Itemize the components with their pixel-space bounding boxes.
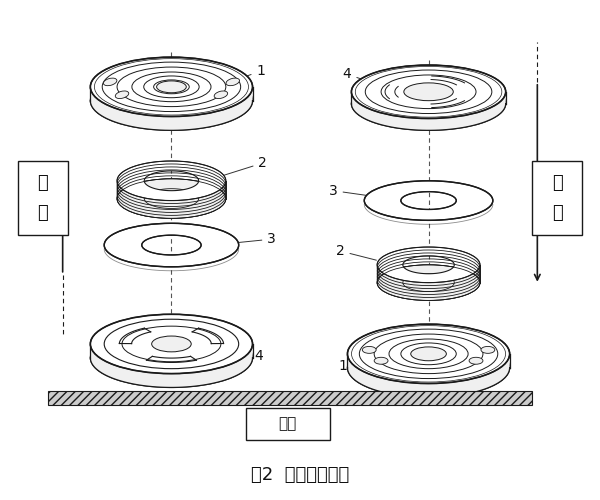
Ellipse shape: [91, 328, 253, 388]
Ellipse shape: [347, 338, 509, 398]
Ellipse shape: [152, 336, 191, 352]
Ellipse shape: [374, 358, 388, 364]
Ellipse shape: [115, 91, 129, 98]
PathPatch shape: [377, 247, 480, 282]
PathPatch shape: [117, 161, 226, 200]
Ellipse shape: [481, 346, 495, 354]
Text: 进
气: 进 气: [552, 174, 562, 222]
Text: 1: 1: [338, 358, 362, 372]
Ellipse shape: [377, 265, 480, 300]
Ellipse shape: [352, 65, 506, 118]
Ellipse shape: [91, 314, 253, 374]
Bar: [245, 408, 329, 440]
Bar: [48, 392, 532, 406]
PathPatch shape: [377, 247, 480, 282]
Ellipse shape: [411, 347, 446, 361]
PathPatch shape: [91, 57, 253, 130]
Ellipse shape: [404, 83, 453, 100]
PathPatch shape: [104, 224, 239, 267]
Text: 图2  进出气原理图: 图2 进出气原理图: [251, 466, 349, 484]
Text: 3: 3: [329, 184, 373, 198]
Ellipse shape: [362, 346, 376, 354]
Text: 3: 3: [236, 232, 276, 246]
Bar: [532, 161, 582, 235]
Ellipse shape: [347, 324, 509, 384]
Text: 气缸: 气缸: [278, 416, 297, 432]
Text: 4: 4: [343, 67, 367, 81]
Ellipse shape: [91, 71, 253, 130]
PathPatch shape: [347, 324, 509, 398]
Ellipse shape: [469, 358, 483, 364]
Text: 出
气: 出 气: [38, 174, 48, 222]
PathPatch shape: [377, 265, 480, 300]
Text: 1: 1: [241, 64, 265, 78]
Ellipse shape: [214, 91, 227, 98]
Ellipse shape: [91, 57, 253, 116]
Bar: [18, 161, 68, 235]
Ellipse shape: [103, 78, 117, 86]
Ellipse shape: [117, 179, 226, 218]
Ellipse shape: [122, 326, 221, 362]
Ellipse shape: [157, 81, 186, 93]
PathPatch shape: [364, 181, 493, 220]
Ellipse shape: [104, 319, 239, 368]
PathPatch shape: [352, 65, 506, 130]
Text: 2: 2: [221, 156, 267, 176]
PathPatch shape: [91, 314, 253, 388]
Ellipse shape: [352, 77, 506, 130]
PathPatch shape: [117, 161, 226, 200]
Text: 2: 2: [336, 244, 376, 260]
PathPatch shape: [117, 179, 226, 218]
Text: 4: 4: [241, 349, 263, 363]
Ellipse shape: [226, 78, 239, 86]
